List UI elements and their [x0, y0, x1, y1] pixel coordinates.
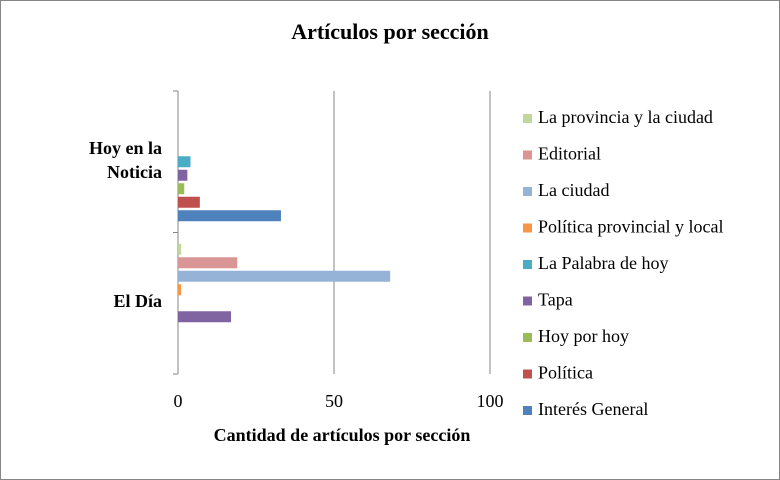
legend-label: La provincia y la ciudad: [538, 107, 713, 127]
legend-label: Hoy por hoy: [538, 326, 629, 346]
bar: [178, 257, 238, 269]
x-axis-title: Cantidad de artículos por sección: [214, 425, 471, 445]
chart-title: Artículos por sección: [291, 19, 489, 44]
x-tick-label: 0: [174, 391, 183, 411]
x-tick-label: 50: [325, 391, 343, 411]
y-tick-label: Hoy en la Noticia: [88, 137, 162, 182]
bar: [178, 243, 182, 255]
legend-swatch: [523, 406, 532, 415]
bar: [178, 210, 281, 222]
bar: [178, 183, 185, 195]
legend-label: Política: [538, 363, 593, 383]
x-tick-label: 100: [477, 391, 504, 411]
legend-label: Editorial: [538, 144, 601, 164]
bar: [178, 311, 232, 323]
y-tick-label: El Día: [113, 291, 162, 312]
legend-label: La ciudad: [538, 180, 609, 200]
legend-swatch: [523, 260, 532, 269]
bar: [178, 284, 182, 296]
bar: [178, 270, 391, 282]
bar: [178, 169, 188, 181]
legend-swatch: [523, 369, 532, 379]
legend-swatch: [523, 296, 532, 306]
bar: [178, 196, 200, 208]
bar: [178, 156, 191, 168]
legend-label: Tapa: [538, 290, 573, 310]
legend-label: Política provincial y local: [538, 217, 723, 237]
legend-swatch: [523, 114, 532, 123]
legend-swatch: [523, 333, 532, 342]
legend-swatch: [523, 150, 532, 160]
legend-label: La Palabra de hoy: [538, 253, 668, 273]
legend-swatch: [523, 187, 532, 196]
legend-label: Interés General: [538, 399, 648, 419]
legend-swatch: [523, 223, 532, 233]
